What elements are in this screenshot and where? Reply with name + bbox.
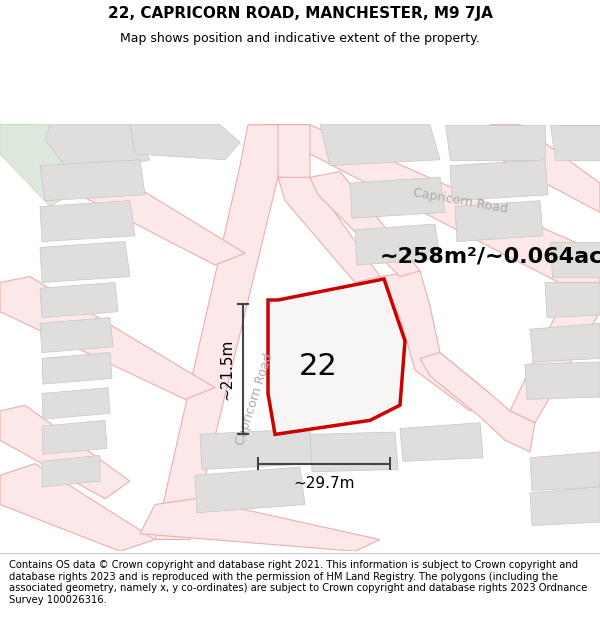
Polygon shape [42, 388, 110, 419]
Polygon shape [265, 125, 330, 224]
Polygon shape [550, 125, 600, 160]
Polygon shape [510, 282, 600, 422]
Polygon shape [350, 177, 445, 218]
Polygon shape [268, 279, 405, 434]
Polygon shape [310, 432, 398, 472]
Polygon shape [355, 224, 440, 265]
Text: Capricorn Road: Capricorn Road [234, 352, 276, 447]
Polygon shape [550, 242, 600, 277]
Polygon shape [278, 177, 380, 282]
Polygon shape [490, 125, 600, 212]
Polygon shape [420, 352, 535, 452]
Text: Capricorn Road: Capricorn Road [412, 186, 508, 216]
Text: ~21.5m: ~21.5m [220, 338, 235, 399]
Polygon shape [130, 125, 240, 160]
Text: ~258m²/~0.064ac.: ~258m²/~0.064ac. [380, 247, 600, 267]
Text: 22: 22 [299, 352, 337, 381]
Polygon shape [40, 201, 135, 242]
Polygon shape [45, 125, 150, 166]
Polygon shape [525, 362, 600, 399]
Polygon shape [560, 125, 600, 148]
Polygon shape [40, 160, 145, 201]
Polygon shape [40, 242, 130, 282]
Polygon shape [455, 201, 543, 242]
Text: Contains OS data © Crown copyright and database right 2021. This information is : Contains OS data © Crown copyright and d… [9, 560, 587, 605]
Text: 22, CAPRICORN ROAD, MANCHESTER, M9 7JA: 22, CAPRICORN ROAD, MANCHESTER, M9 7JA [107, 6, 493, 21]
Polygon shape [42, 456, 100, 487]
Polygon shape [265, 125, 600, 288]
Polygon shape [140, 499, 380, 551]
Polygon shape [42, 352, 112, 384]
Polygon shape [0, 125, 245, 265]
Polygon shape [0, 277, 215, 399]
Polygon shape [320, 125, 440, 166]
Polygon shape [200, 429, 315, 469]
Polygon shape [0, 464, 155, 551]
Polygon shape [450, 160, 548, 201]
Polygon shape [310, 171, 420, 277]
Polygon shape [530, 487, 600, 526]
Polygon shape [400, 422, 483, 461]
Polygon shape [195, 467, 305, 512]
Polygon shape [445, 125, 545, 160]
Polygon shape [530, 452, 600, 491]
Text: ~29.7m: ~29.7m [293, 476, 355, 491]
Polygon shape [530, 323, 600, 362]
Polygon shape [40, 282, 118, 318]
Polygon shape [0, 405, 130, 499]
Polygon shape [380, 271, 490, 411]
Polygon shape [0, 125, 80, 206]
Polygon shape [155, 125, 278, 539]
Text: Map shows position and indicative extent of the property.: Map shows position and indicative extent… [120, 31, 480, 44]
Polygon shape [545, 282, 600, 318]
Polygon shape [42, 421, 107, 454]
Polygon shape [40, 318, 113, 352]
